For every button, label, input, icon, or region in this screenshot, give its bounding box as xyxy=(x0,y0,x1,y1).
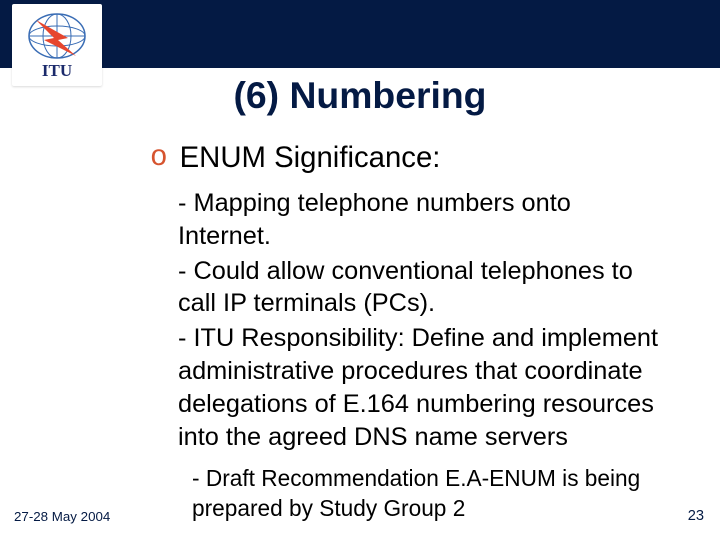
sub-item: - ITU Responsibility: Define and impleme… xyxy=(178,322,670,454)
sub-sub-bullets: - Draft Recommendation E.A-ENUM is being… xyxy=(192,464,670,523)
sub-sub-item: - Draft Recommendation E.A-ENUM is being… xyxy=(192,464,670,523)
sub-bullets: - Mapping telephone numbers onto Interne… xyxy=(178,187,670,454)
bullet-marker: o xyxy=(150,140,168,175)
title-banner xyxy=(0,0,720,68)
bullet-text: ENUM Significance: xyxy=(180,140,441,177)
footer-date: 27-28 May 2004 xyxy=(14,509,110,524)
footer-page-number: 23 xyxy=(688,508,704,524)
slide: ITU (6) Numbering o ENUM Significance: -… xyxy=(0,0,720,540)
sub-item: - Could allow conventional telephones to… xyxy=(178,255,670,321)
itu-logo-svg: ITU xyxy=(18,8,96,82)
page-title: (6) Numbering xyxy=(0,74,720,117)
bullet-level1: o ENUM Significance: xyxy=(150,140,670,177)
content-area: o ENUM Significance: - Mapping telephone… xyxy=(150,140,670,523)
sub-item: - Mapping telephone numbers onto Interne… xyxy=(178,187,670,253)
